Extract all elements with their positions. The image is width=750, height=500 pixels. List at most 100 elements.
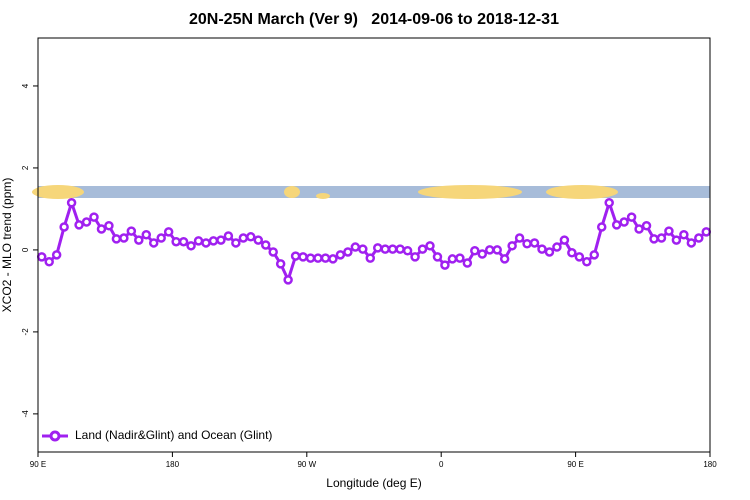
x-tick-label: 180 <box>166 460 180 469</box>
data-point <box>283 275 293 285</box>
data-point <box>305 253 316 263</box>
data-point <box>208 236 219 246</box>
data-point <box>171 236 181 247</box>
plot-frame <box>37 37 711 453</box>
data-point <box>567 248 577 258</box>
data-point <box>664 226 674 236</box>
data-point <box>201 238 211 248</box>
data-point <box>350 242 361 252</box>
data-point <box>641 220 652 231</box>
data-point <box>589 250 600 260</box>
map-land <box>418 185 522 199</box>
data-point <box>410 252 420 262</box>
data-point <box>59 222 69 232</box>
data-point <box>604 198 614 208</box>
data-point <box>186 241 196 251</box>
data-point <box>626 212 637 222</box>
data-point <box>596 222 607 232</box>
data-point <box>178 236 189 247</box>
data-point <box>552 242 562 252</box>
data-point <box>335 250 346 260</box>
x-tick-label: 180 <box>703 460 717 469</box>
data-point <box>216 235 226 245</box>
y-tick-label: 0 <box>21 247 30 252</box>
data-point <box>701 227 712 237</box>
data-point <box>141 230 152 240</box>
data-point <box>582 257 592 267</box>
x-tick-label: 0 <box>439 460 444 469</box>
data-point <box>679 230 689 240</box>
data-point <box>290 251 301 261</box>
data-point <box>529 238 540 248</box>
data-point <box>455 253 465 263</box>
data-point <box>268 247 278 257</box>
plot: 90 E 180 90 W 0 90 E 180 -4 -2 0 2 4 <box>21 83 717 469</box>
map-land <box>546 185 618 199</box>
data-point <box>223 231 234 241</box>
data-point <box>619 217 629 227</box>
data-point <box>156 233 166 243</box>
data-point <box>231 238 241 248</box>
x-tick-label: 90 W <box>297 460 316 469</box>
data-point <box>395 244 405 254</box>
legend-marker <box>49 430 61 442</box>
data-point <box>126 226 137 236</box>
data-point <box>320 253 331 263</box>
data-point <box>313 253 323 263</box>
map-ocean <box>38 186 710 198</box>
data-point <box>119 233 129 243</box>
data-point <box>611 220 622 230</box>
data-point <box>81 217 92 227</box>
data-point <box>537 244 547 254</box>
map-strip <box>32 185 710 199</box>
data-point <box>402 245 413 256</box>
data-point <box>89 212 99 222</box>
data-point <box>66 198 77 208</box>
data-point <box>544 247 555 257</box>
y-tick-label: -4 <box>21 410 30 418</box>
map-land <box>316 193 330 199</box>
data-point <box>51 250 62 260</box>
data-point <box>559 235 570 245</box>
data-point <box>425 241 435 251</box>
data-point <box>111 234 122 244</box>
data-point <box>134 235 144 245</box>
data-point <box>298 252 308 262</box>
legend-label: Land (Nadir&Glint) and Ocean (Glint) <box>75 428 272 442</box>
data-point <box>148 238 159 248</box>
data-point <box>522 239 532 249</box>
data-point <box>343 247 353 257</box>
x-tick-label: 90 E <box>567 460 583 469</box>
data-point <box>671 235 682 245</box>
y-axis-label: XCO2 - MLO trend (ppm) <box>0 178 14 313</box>
data-point <box>686 238 697 248</box>
data-point <box>328 254 338 264</box>
data-point <box>275 259 286 269</box>
data-point <box>484 245 495 255</box>
data-point <box>514 233 525 243</box>
data-point <box>246 232 256 242</box>
data-point <box>260 240 271 250</box>
y-tick-label: 2 <box>21 165 30 170</box>
data-point <box>432 252 443 262</box>
data-point <box>634 224 644 234</box>
data-point <box>492 245 502 255</box>
map-land <box>32 185 84 199</box>
data-point <box>499 254 510 264</box>
map-land <box>284 186 300 198</box>
chart-title: 20N-25N March (Ver 9) 2014-09-06 to 2018… <box>189 11 559 28</box>
data-point <box>44 257 54 267</box>
legend: Land (Nadir&Glint) and Ocean (Glint) <box>42 428 272 442</box>
x-tick-label: 90 E <box>30 460 46 469</box>
data-point <box>358 244 368 254</box>
y-tick-label: -2 <box>21 328 30 336</box>
x-axis-label: Longitude (deg E) <box>326 476 421 490</box>
data-point <box>694 233 704 243</box>
data-point <box>387 244 398 254</box>
data-point <box>417 244 428 254</box>
data-point <box>365 253 376 263</box>
data-point <box>574 252 585 262</box>
data-point <box>96 224 107 234</box>
data-point <box>507 241 517 251</box>
